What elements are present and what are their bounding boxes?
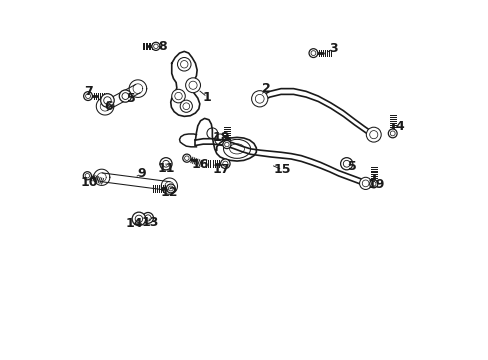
- Text: 15: 15: [273, 163, 290, 176]
- Circle shape: [160, 158, 172, 170]
- Circle shape: [119, 90, 131, 102]
- Polygon shape: [195, 118, 256, 161]
- Circle shape: [83, 172, 91, 180]
- Text: 10: 10: [81, 176, 98, 189]
- Text: 4: 4: [395, 120, 404, 133]
- Text: 16: 16: [191, 158, 208, 171]
- Text: 5: 5: [347, 160, 356, 173]
- Text: 18: 18: [212, 131, 230, 144]
- Circle shape: [251, 91, 267, 107]
- Text: 19: 19: [366, 177, 384, 190]
- Text: 6: 6: [104, 100, 113, 113]
- Text: 1: 1: [203, 91, 211, 104]
- Text: 12: 12: [160, 186, 178, 199]
- Circle shape: [132, 212, 145, 226]
- Circle shape: [369, 180, 377, 188]
- Circle shape: [387, 129, 396, 138]
- Text: 2: 2: [262, 82, 270, 95]
- Circle shape: [171, 89, 185, 103]
- Text: 11: 11: [158, 162, 175, 175]
- Text: 3: 3: [328, 42, 337, 55]
- Circle shape: [220, 159, 230, 168]
- Text: 5: 5: [126, 92, 135, 105]
- Circle shape: [177, 58, 191, 71]
- Circle shape: [185, 78, 200, 93]
- Circle shape: [180, 100, 192, 112]
- Circle shape: [166, 184, 175, 193]
- Text: 13: 13: [142, 216, 159, 229]
- Text: 7: 7: [84, 85, 93, 98]
- Circle shape: [83, 92, 92, 100]
- Circle shape: [359, 177, 371, 189]
- Circle shape: [183, 154, 190, 162]
- Circle shape: [366, 127, 381, 142]
- Text: 8: 8: [158, 40, 166, 53]
- Polygon shape: [170, 51, 200, 116]
- Text: 14: 14: [125, 217, 143, 230]
- Circle shape: [340, 158, 352, 170]
- Circle shape: [101, 94, 114, 107]
- Circle shape: [223, 140, 230, 149]
- Text: 17: 17: [212, 163, 230, 176]
- Circle shape: [142, 212, 153, 223]
- Circle shape: [152, 42, 160, 50]
- Circle shape: [308, 49, 317, 58]
- Polygon shape: [179, 134, 196, 147]
- Text: 9: 9: [137, 167, 145, 180]
